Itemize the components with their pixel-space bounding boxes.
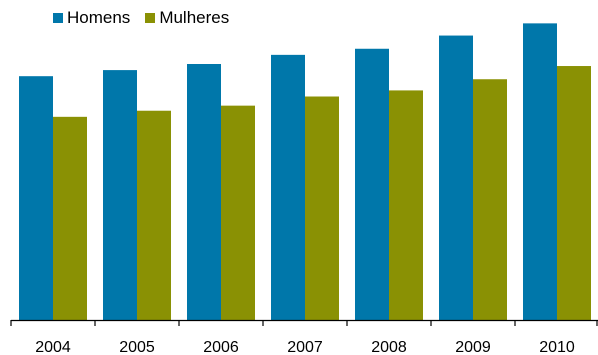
legend: Homens Mulheres bbox=[53, 8, 244, 28]
bar-mulheres-2008 bbox=[389, 90, 423, 321]
bar-mulheres-2005 bbox=[137, 110, 171, 320]
x-tick-label-2006: 2006 bbox=[203, 339, 239, 355]
bar-mulheres-2004 bbox=[53, 116, 87, 320]
bar-mulheres-2010 bbox=[557, 66, 591, 321]
bar-mulheres-2009 bbox=[473, 79, 507, 320]
legend-item-homens: Homens bbox=[53, 8, 130, 28]
legend-swatch-homens bbox=[53, 13, 63, 23]
x-tick-label-2008: 2008 bbox=[371, 339, 407, 355]
bar-homens-2004 bbox=[19, 76, 53, 320]
bar-mulheres-2007 bbox=[305, 96, 339, 320]
bar-homens-2010 bbox=[523, 23, 557, 320]
bar-homens-2009 bbox=[439, 35, 473, 321]
x-tick-label-2004: 2004 bbox=[35, 339, 71, 355]
bar-mulheres-2006 bbox=[221, 105, 255, 321]
x-axis: 2004 2005 2006 2007 2008 2009 2010 bbox=[10, 319, 598, 355]
legend-item-mulheres: Mulheres bbox=[145, 8, 229, 28]
x-tick-label-2005: 2005 bbox=[119, 339, 155, 355]
bar-homens-2006 bbox=[187, 64, 221, 320]
bar-homens-2007 bbox=[271, 54, 305, 320]
bars-group bbox=[19, 23, 591, 321]
x-tick-label-2010: 2010 bbox=[539, 339, 575, 355]
x-tick-label-2009: 2009 bbox=[455, 339, 491, 355]
bar-homens-2005 bbox=[103, 70, 137, 320]
legend-label-homens: Homens bbox=[67, 8, 131, 27]
legend-swatch-mulheres bbox=[145, 13, 156, 23]
x-tick-label-2007: 2007 bbox=[287, 339, 323, 355]
bar-homens-2008 bbox=[355, 48, 389, 321]
legend-label-mulheres: Mulheres bbox=[159, 8, 230, 27]
